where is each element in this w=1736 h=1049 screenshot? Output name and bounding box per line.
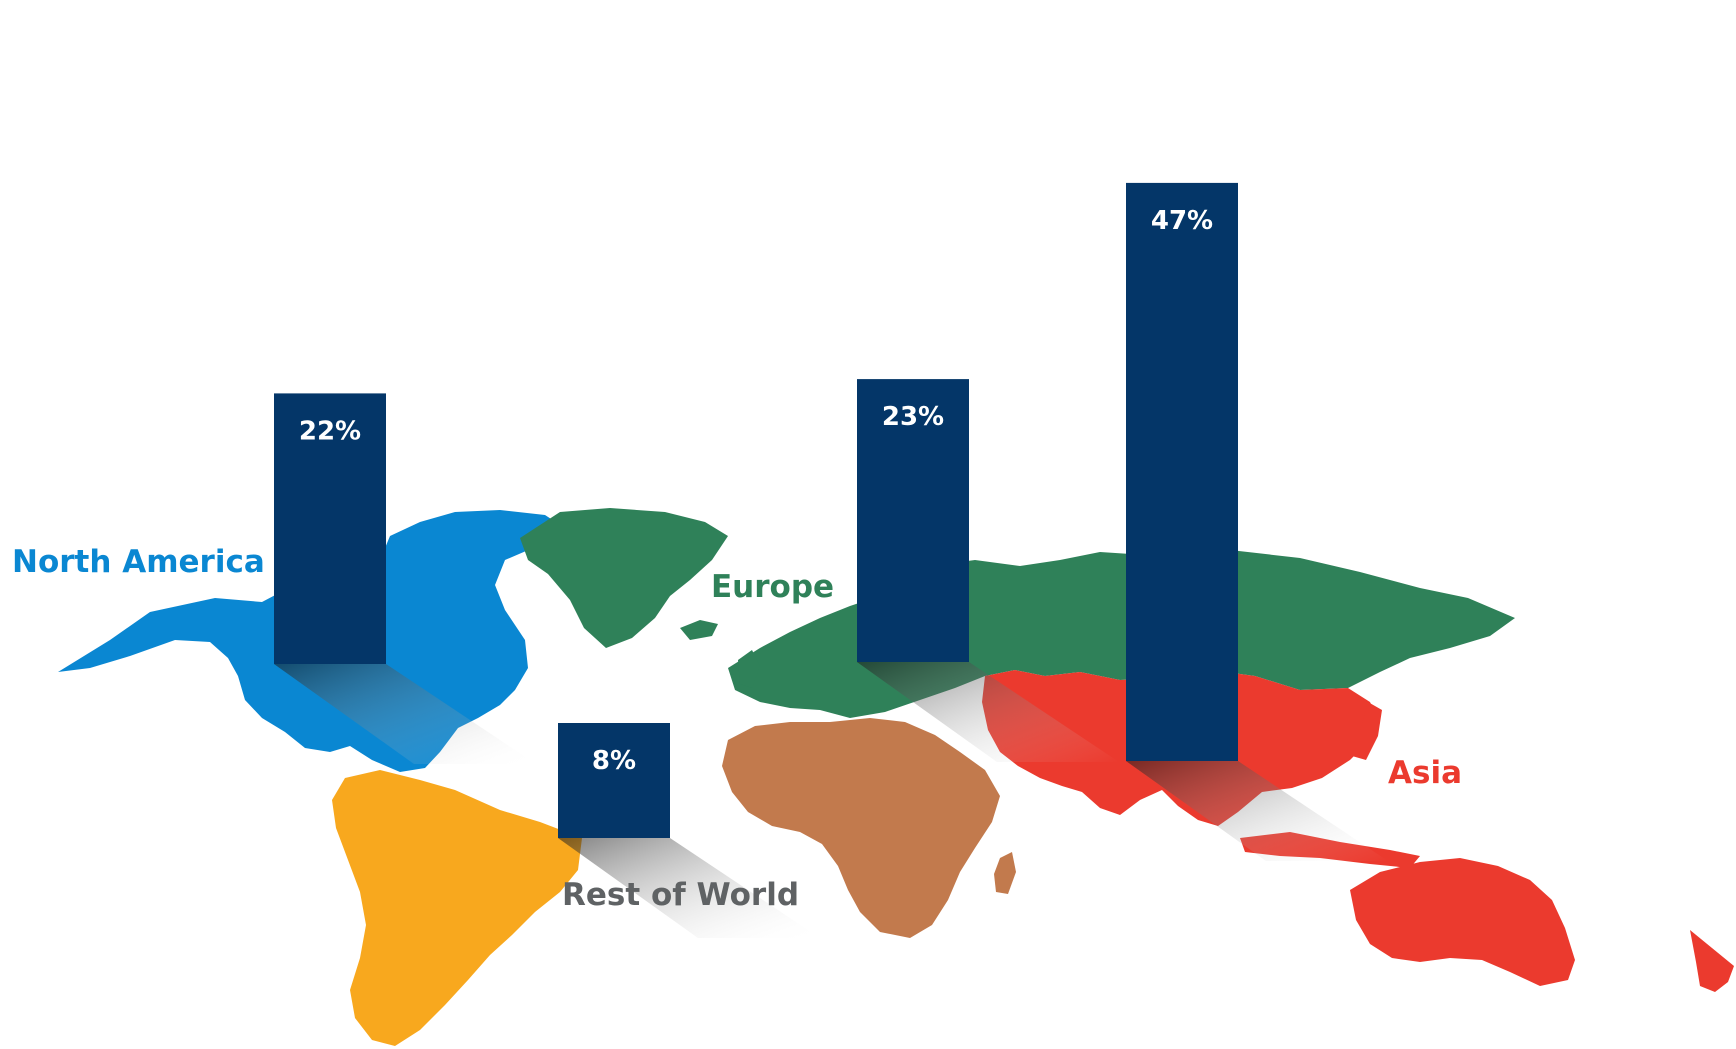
bar-asia [1126,182,1238,761]
bar-shadow-rest-of-world [558,838,820,938]
region-label-rest-of-world: Rest of World [562,877,799,913]
continent-australia [1350,858,1575,986]
bar-value-label-asia: 47% [1151,206,1213,236]
bar-shadow-asia [1126,761,1388,861]
continent-greenland [520,508,728,648]
island-britain [738,650,760,688]
bar-europe [857,379,969,662]
bars: 22% 8% 23% 47% [274,182,1238,838]
bar-shadow-europe [857,662,1119,762]
island-japan [1352,702,1382,760]
continent-south-america [332,770,582,1046]
bar-north-america [274,393,386,664]
island-iceland [680,620,718,640]
island-madagascar [994,852,1016,894]
region-labels: North America Rest of World Europe Asia [12,544,1462,913]
bar-value-label-rest-of-world: 8% [592,746,636,776]
bar-rest-of-world [558,723,670,838]
bar-shadow-north-america [274,664,536,764]
region-label-north-america: North America [12,544,265,580]
bar-value-label-europe: 23% [882,402,944,432]
island-new-zealand [1690,930,1734,992]
bar-shadows [274,662,1388,938]
region-label-asia: Asia [1388,755,1462,791]
region-label-europe: Europe [711,569,834,605]
bar-value-label-north-america: 22% [299,416,361,446]
continent-africa [722,718,1000,938]
